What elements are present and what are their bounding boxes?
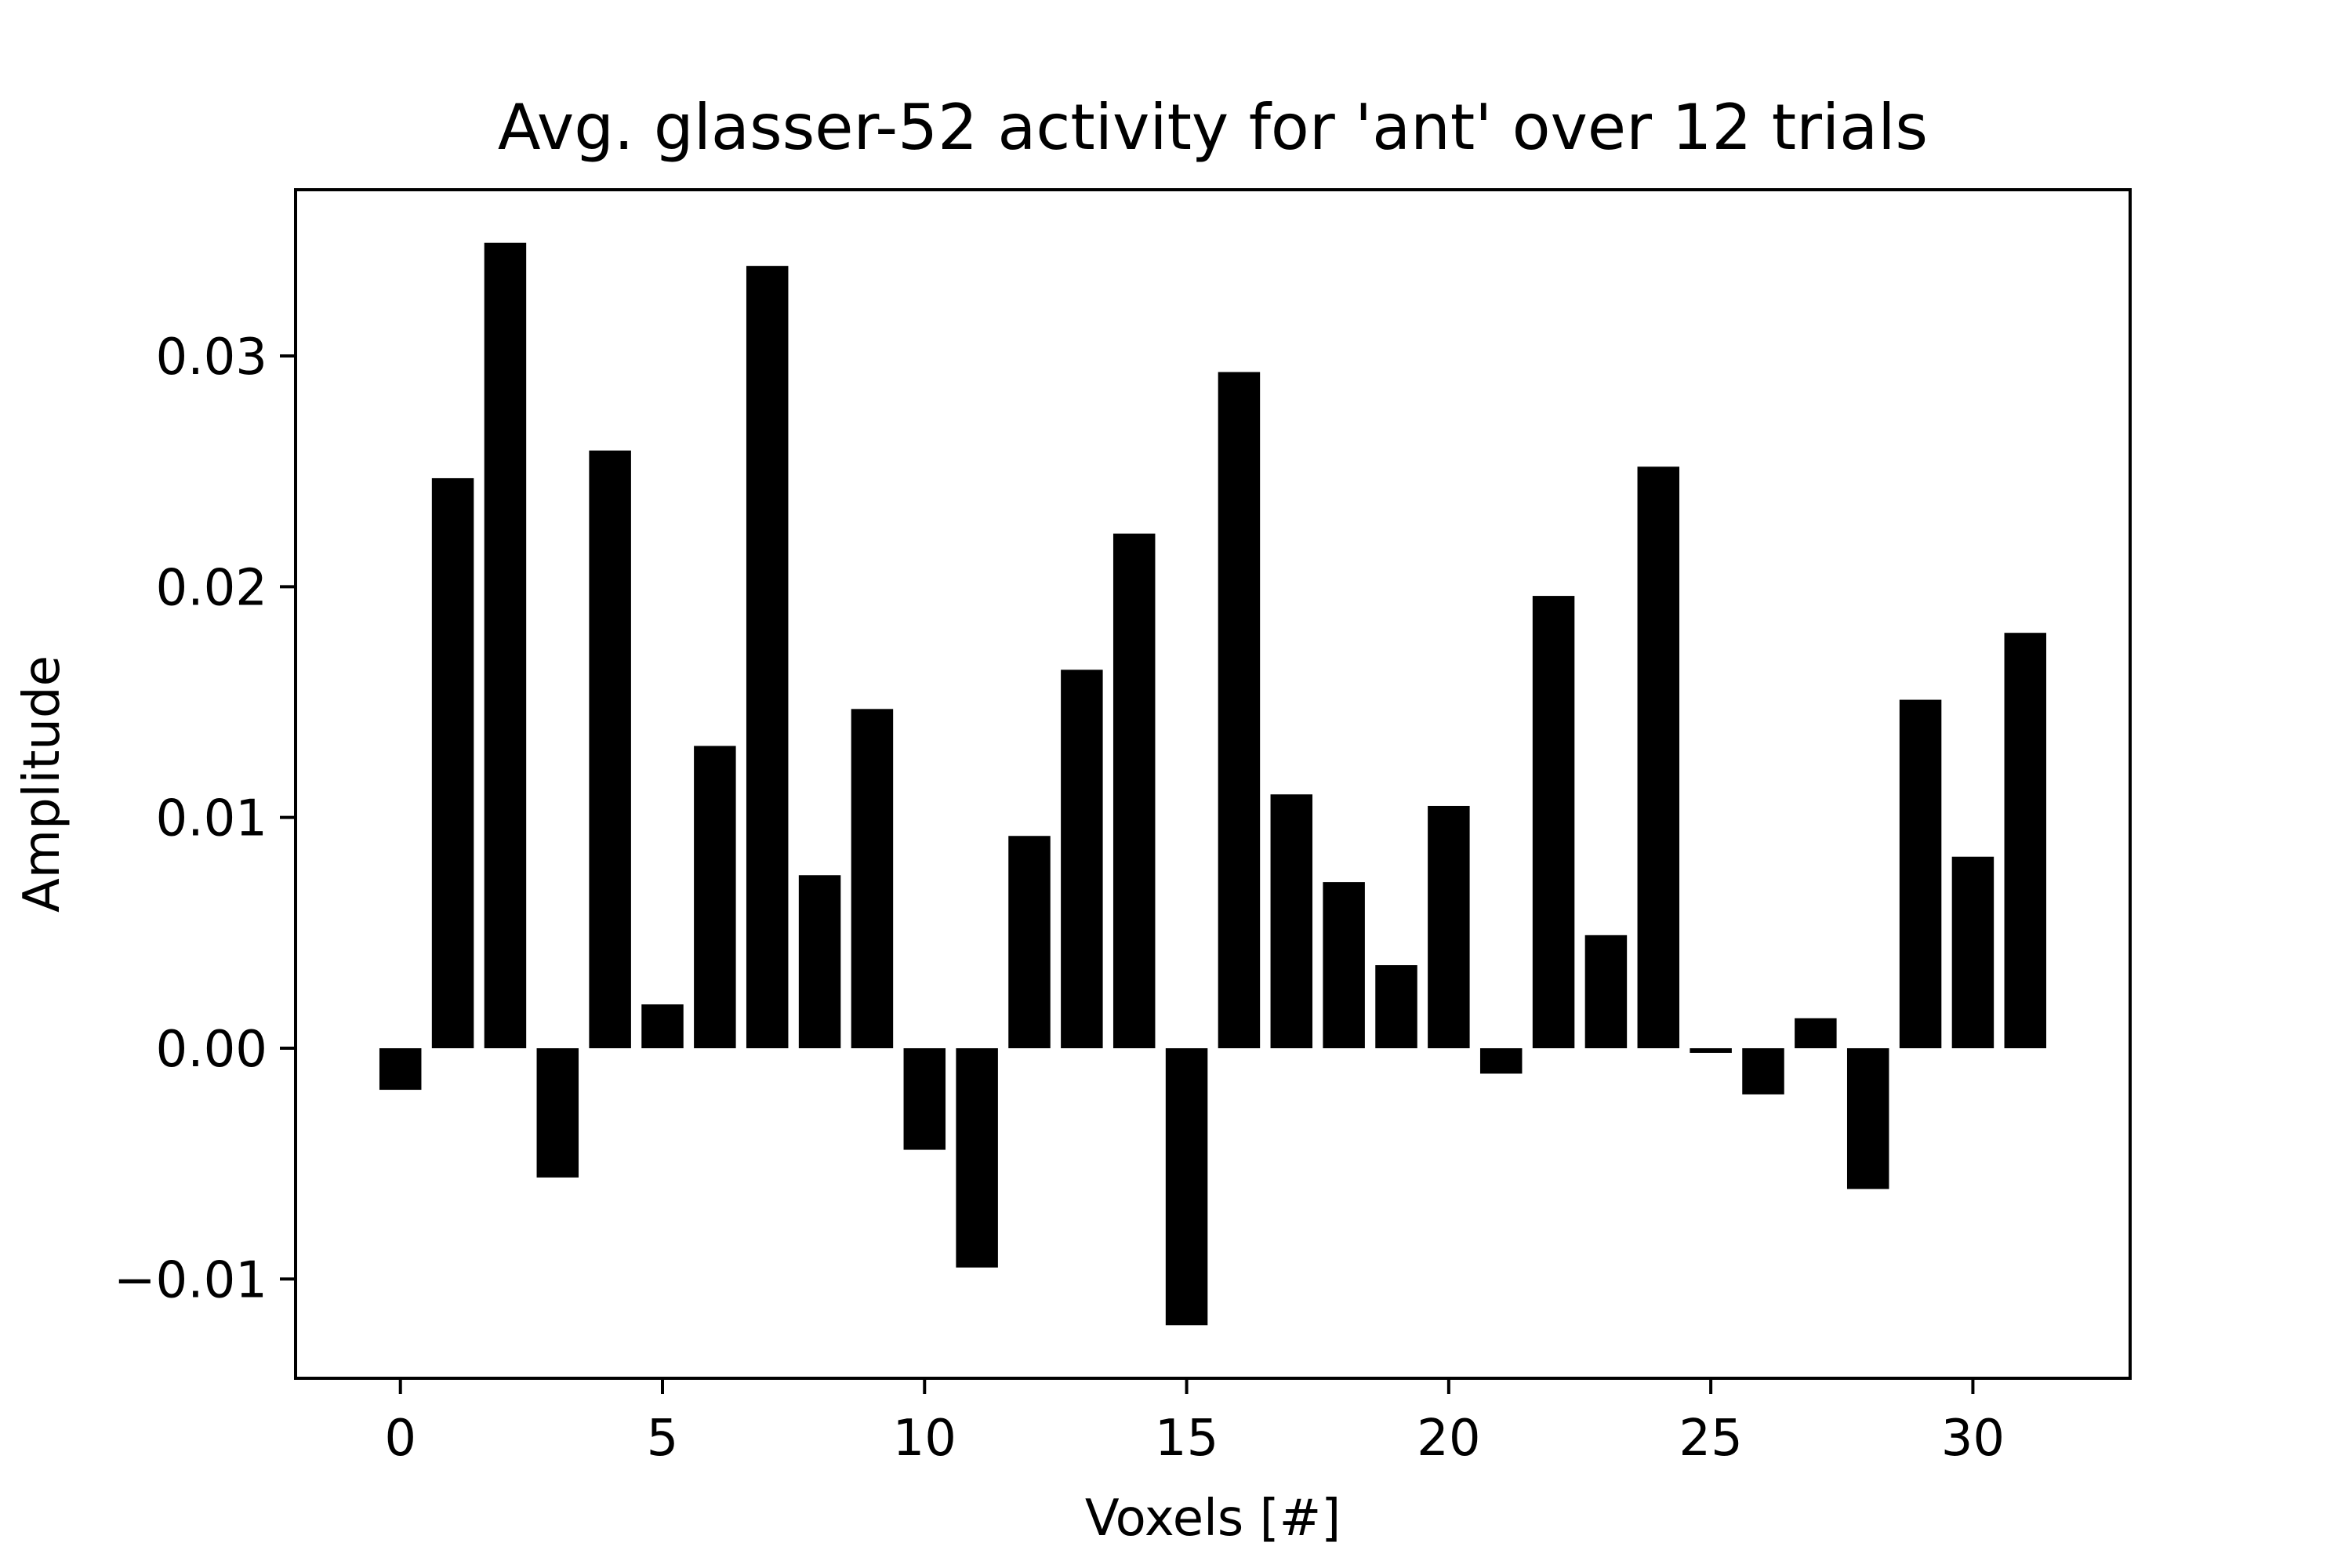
x-tick-label: 25 [1679,1410,1742,1468]
bar-voxel-0 [379,1048,422,1091]
chart-title: Avg. glasser-52 activity for 'ant' over … [498,91,1928,164]
bar-voxel-3 [536,1048,579,1178]
bar-voxel-8 [798,875,841,1049]
bar-voxel-25 [1690,1048,1732,1053]
x-tick-label: 20 [1417,1410,1480,1468]
bar-voxel-15 [1165,1048,1208,1326]
bar-voxel-22 [1532,596,1575,1049]
bar-voxel-16 [1218,372,1261,1049]
x-tick-label: 0 [384,1410,416,1468]
x-tick-label: 5 [647,1410,679,1468]
y-tick-label: 0.03 [156,328,268,387]
y-axis-label: Amplitude [13,655,71,913]
bar-voxel-2 [484,242,527,1049]
bar-voxel-5 [641,1004,684,1049]
bar-voxel-13 [1061,670,1103,1049]
bar-voxel-4 [589,450,631,1049]
bar-voxel-20 [1428,805,1470,1049]
bar-voxel-23 [1584,935,1628,1049]
bar-voxel-14 [1112,533,1156,1049]
bar-voxel-19 [1375,965,1417,1049]
x-axis-ticks: 0 5 10 15 20 25 30 [384,1378,2005,1468]
bar-voxel-24 [1637,466,1680,1049]
plot-frame [294,188,2132,1380]
y-tick-label: 0.02 [156,559,268,617]
x-tick-label: 10 [893,1410,956,1468]
bar-voxel-12 [1008,836,1051,1049]
bar-voxel-9 [851,709,894,1049]
bar-voxel-18 [1323,882,1365,1049]
bar-voxel-21 [1479,1048,1523,1074]
bar-voxel-27 [1795,1018,1837,1049]
x-axis-label: Voxels [#] [1085,1490,1341,1548]
y-tick-label: −0.01 [114,1251,267,1309]
x-tick-label: 30 [1941,1410,2005,1468]
bar-voxel-10 [903,1048,946,1150]
bar-voxel-29 [1899,699,1942,1049]
bar-voxel-26 [1742,1048,1784,1094]
bar-voxel-7 [746,266,789,1049]
bar-voxel-17 [1270,794,1313,1049]
bar-voxel-1 [431,477,474,1049]
bar-voxel-31 [2004,633,2047,1049]
bar-voxel-30 [1951,856,1994,1049]
bar-voxel-28 [1846,1048,1889,1189]
bars-group [379,242,2047,1326]
bar-voxel-11 [956,1048,998,1268]
y-tick-label: 0.01 [156,790,268,848]
y-tick-label: 0.00 [156,1021,268,1079]
x-tick-label: 15 [1155,1410,1218,1468]
bar-voxel-6 [694,746,736,1049]
y-axis-ticks: −0.01 0.00 0.01 0.02 0.03 [114,328,296,1309]
